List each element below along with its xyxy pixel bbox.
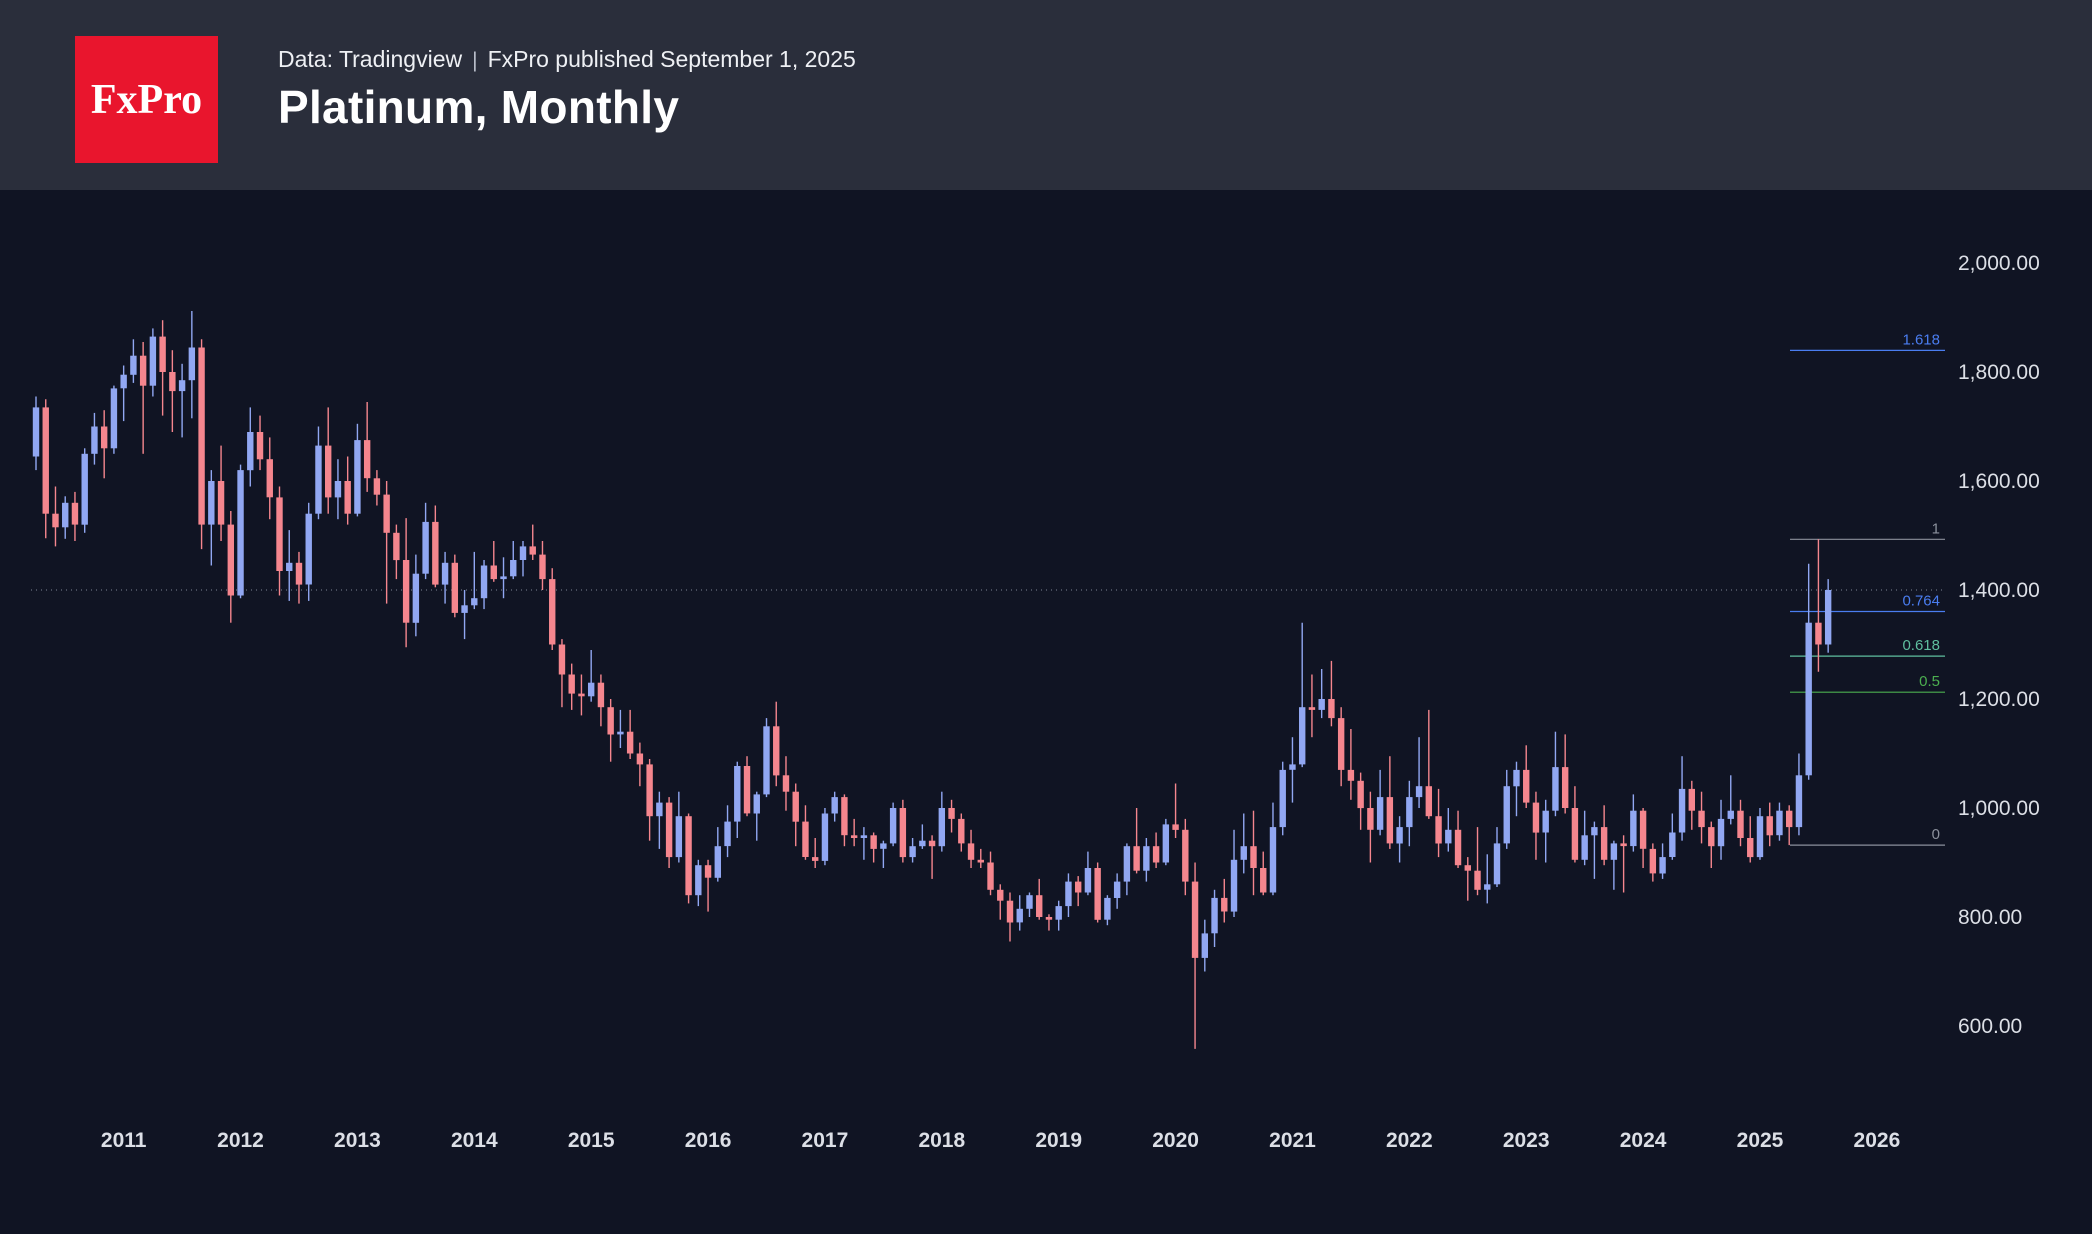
fib-retracement (1790, 349, 1945, 846)
svg-text:2017: 2017 (802, 1129, 849, 1152)
svg-text:2012: 2012 (217, 1129, 264, 1152)
time-axis: 2011 2012 2013 2014 2015 2016 2017 2018 2019 2020… (101, 1129, 1900, 1152)
published-text: FxPro published September 1, 2025 (487, 46, 856, 72)
svg-text:2014: 2014 (451, 1129, 498, 1152)
header: FxPro Data: Tradingview | FxPro published … (0, 0, 2092, 190)
price-axis: 2,000.00 1,800.00 1,600.00 1,400.00 1,200.00… (1958, 252, 2040, 1038)
svg-text:1,000.00: 1,000.00 (1958, 797, 2040, 820)
svg-text:0.5: 0.5 (1919, 673, 1940, 690)
svg-text:2018: 2018 (918, 1129, 965, 1152)
svg-text:2013: 2013 (334, 1129, 381, 1152)
candles-group (32, 311, 1832, 1049)
svg-text:2,000.00: 2,000.00 (1958, 252, 2040, 275)
svg-text:600.00: 600.00 (1958, 1015, 2022, 1038)
svg-text:0.618: 0.618 (1902, 637, 1940, 654)
svg-text:0: 0 (1932, 826, 1940, 843)
svg-text:2023: 2023 (1503, 1129, 1550, 1152)
fxpro-logo: FxPro (75, 36, 218, 163)
svg-text:0.764: 0.764 (1902, 593, 1940, 610)
fxpro-logo-text: FxPro (90, 76, 203, 123)
svg-text:2024: 2024 (1620, 1129, 1667, 1152)
svg-text:2021: 2021 (1269, 1129, 1316, 1152)
svg-text:2015: 2015 (568, 1129, 615, 1152)
svg-text:2019: 2019 (1035, 1129, 1082, 1152)
candlestick-chart: 2,000.00 1,800.00 1,600.00 1,400.00 1,200.00… (31, 252, 2040, 1152)
svg-text:2016: 2016 (685, 1129, 732, 1152)
svg-text:800.00: 800.00 (1958, 906, 2022, 929)
chart-title: Platinum, Monthly (278, 81, 680, 133)
svg-text:2020: 2020 (1152, 1129, 1199, 1152)
source-line: Data: Tradingview | FxPro published Septem… (278, 46, 856, 73)
svg-text:1,800.00: 1,800.00 (1958, 361, 2040, 384)
svg-text:1,600.00: 1,600.00 (1958, 470, 2040, 493)
separator: | (472, 49, 478, 72)
chart-area: 2,000.00 1,800.00 1,600.00 1,400.00 1,200.00… (0, 190, 2092, 1234)
svg-text:1,200.00: 1,200.00 (1958, 688, 2040, 711)
svg-text:2022: 2022 (1386, 1129, 1433, 1152)
svg-text:1: 1 (1932, 520, 1940, 537)
svg-text:2026: 2026 (1854, 1129, 1901, 1152)
svg-text:2025: 2025 (1737, 1129, 1784, 1152)
svg-text:2011: 2011 (101, 1129, 147, 1152)
svg-text:1,400.00: 1,400.00 (1958, 579, 2040, 602)
fib-labels: 1.618 1 0.764 0.618 0.5 0 (1902, 331, 1940, 843)
svg-text:1.618: 1.618 (1902, 331, 1940, 348)
data-source-text: Data: Tradingview (278, 46, 463, 72)
